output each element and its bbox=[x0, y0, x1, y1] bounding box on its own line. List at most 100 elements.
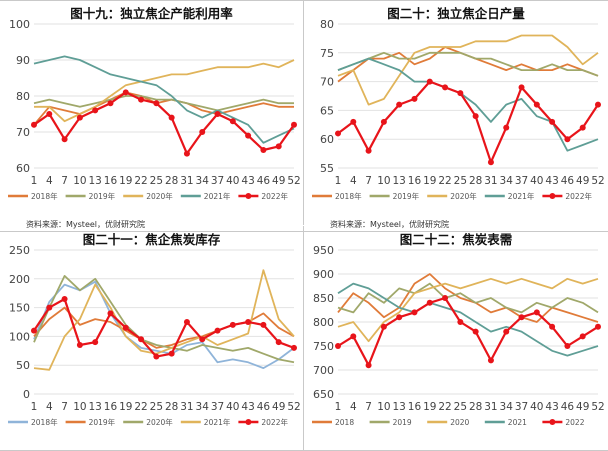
y-tick-label: 75 bbox=[320, 47, 334, 60]
x-tick-label: 46 bbox=[561, 401, 575, 413]
series-line bbox=[33, 275, 295, 364]
data-point bbox=[168, 350, 175, 357]
x-tick-label: 43 bbox=[545, 401, 558, 413]
data-point bbox=[46, 304, 53, 311]
legend-entry: 2022年 bbox=[565, 191, 592, 201]
data-point bbox=[350, 333, 357, 340]
legend-entry: 2021 bbox=[508, 418, 527, 427]
data-point bbox=[335, 130, 341, 137]
series-line bbox=[337, 296, 599, 367]
x-tick-label: 4 bbox=[350, 401, 357, 413]
x-tick-label: 1 bbox=[335, 401, 342, 413]
data-point bbox=[291, 121, 297, 128]
data-point bbox=[442, 295, 449, 301]
chart-svg-coke-inventory: 0 50 100 150 200 250 1 4 7 10 13 16 19 22 25 28 31 34 37 40… bbox=[8, 244, 301, 427]
series-line bbox=[33, 91, 295, 155]
x-tick-label: 19 bbox=[423, 175, 436, 187]
y-tick-label: 70 bbox=[320, 76, 334, 89]
x-tick-label: 25 bbox=[454, 401, 467, 413]
x-tick-label: 19 bbox=[119, 175, 132, 187]
x-tick-label: 34 bbox=[196, 175, 210, 187]
data-point bbox=[245, 319, 252, 325]
data-point bbox=[549, 118, 556, 125]
data-point bbox=[472, 113, 479, 120]
x-tick-label: 22 bbox=[134, 401, 147, 413]
x-tick-label: 43 bbox=[545, 175, 558, 187]
x-tick-label: 31 bbox=[484, 401, 497, 413]
x-tick-label: 43 bbox=[241, 175, 254, 187]
x-tick-label: 31 bbox=[180, 175, 193, 187]
series-line bbox=[337, 282, 599, 314]
data-point bbox=[472, 328, 479, 335]
legend-entry: 2019年 bbox=[89, 417, 116, 427]
data-point bbox=[199, 336, 206, 343]
data-point bbox=[46, 111, 53, 117]
chart-svg-capacity-utilization: 60 70 80 90 100 1 4 7 10 13 16 19 22 25 28 31 34 37 40 43 46… bbox=[8, 18, 301, 201]
x-tick-label: 40 bbox=[226, 401, 239, 413]
data-point bbox=[275, 339, 282, 346]
x-tick-label: 4 bbox=[350, 175, 357, 187]
data-point bbox=[518, 84, 525, 91]
data-point bbox=[92, 339, 99, 346]
legend-marker bbox=[245, 193, 252, 199]
data-point bbox=[138, 336, 145, 343]
x-tick-label: 34 bbox=[500, 175, 514, 187]
x-tick-label: 10 bbox=[377, 401, 390, 413]
x-tick-label: 52 bbox=[287, 175, 300, 187]
legend-entry: 2021年 bbox=[204, 417, 231, 427]
y-tick-label: 70 bbox=[16, 126, 30, 139]
data-point bbox=[275, 143, 282, 150]
data-point bbox=[365, 147, 372, 154]
legend-marker bbox=[245, 419, 252, 425]
x-tick-label: 16 bbox=[408, 175, 422, 187]
data-point bbox=[107, 100, 114, 107]
x-tick-label: 28 bbox=[165, 401, 178, 413]
data-point bbox=[411, 95, 418, 102]
y-tick-label: 65 bbox=[320, 104, 334, 117]
legend-entry: 2018年 bbox=[31, 191, 58, 201]
y-tick-label: 250 bbox=[9, 244, 30, 257]
legend-entry: 2019 bbox=[393, 418, 412, 427]
y-tick-label: 200 bbox=[9, 273, 30, 286]
data-point bbox=[61, 136, 68, 143]
y-tick-label: 800 bbox=[313, 316, 334, 329]
y-tick-label: 60 bbox=[320, 133, 334, 146]
x-tick-label: 19 bbox=[119, 401, 132, 413]
legend-entry: 2020 bbox=[450, 418, 469, 427]
x-tick-label: 7 bbox=[61, 401, 68, 413]
data-point bbox=[595, 101, 601, 108]
series-line bbox=[33, 280, 295, 370]
x-tick-label: 37 bbox=[515, 175, 528, 187]
series-line bbox=[337, 282, 599, 357]
chart-svg-coke-demand: 650 700 750 800 850 900 950 1 4 7 10 13 16 19 22 25 28 31… bbox=[312, 244, 605, 427]
x-tick-label: 22 bbox=[134, 175, 147, 187]
data-point bbox=[76, 342, 83, 349]
data-point bbox=[183, 150, 190, 157]
series-line bbox=[33, 95, 294, 112]
data-point bbox=[365, 362, 372, 369]
legend-marker bbox=[549, 419, 556, 425]
data-point bbox=[579, 333, 586, 340]
series-line bbox=[33, 91, 294, 126]
legend-entry: 2018年 bbox=[31, 417, 58, 427]
x-tick-label: 40 bbox=[226, 175, 239, 187]
x-tick-label: 46 bbox=[257, 175, 271, 187]
legend-entry: 2022年 bbox=[261, 417, 288, 427]
y-tick-label: 700 bbox=[313, 364, 334, 377]
data-point bbox=[503, 328, 510, 335]
chart-panel-coke-inventory: 图二十一：焦企焦炭库存 0 50 100 150 200 250 1 4 7 10 13 16 19 22… bbox=[0, 226, 304, 451]
legend-entry: 2022年 bbox=[261, 191, 288, 201]
data-point bbox=[183, 319, 190, 325]
x-tick-label: 28 bbox=[469, 175, 482, 187]
series-line bbox=[337, 273, 599, 323]
data-point bbox=[533, 101, 540, 108]
data-point bbox=[533, 309, 540, 316]
x-tick-label: 25 bbox=[454, 175, 467, 187]
x-tick-label: 19 bbox=[423, 401, 436, 413]
data-point bbox=[426, 78, 433, 85]
legend-entry: 2018年 bbox=[335, 191, 362, 201]
x-tick-label: 49 bbox=[272, 175, 285, 187]
x-tick-label: 25 bbox=[150, 175, 163, 187]
data-point bbox=[199, 129, 206, 135]
